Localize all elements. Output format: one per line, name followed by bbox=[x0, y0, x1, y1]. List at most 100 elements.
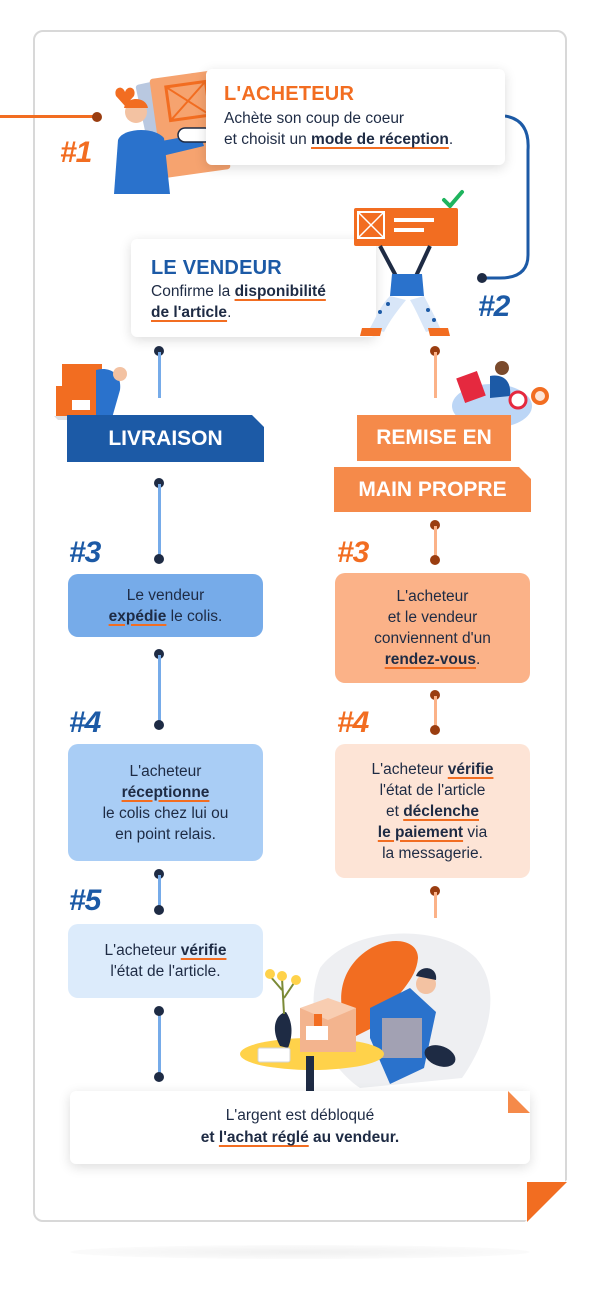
right-step4-emphasis3: le paiement bbox=[377, 823, 464, 841]
right-line-2 bbox=[434, 526, 437, 556]
step2-line2: de l'article. bbox=[151, 302, 376, 323]
right-dot-2 bbox=[430, 520, 440, 530]
livraison-banner: LIVRAISON bbox=[67, 415, 264, 462]
step1-line2-post: . bbox=[448, 131, 454, 148]
step1-line2: et choisit un mode de réception. bbox=[224, 129, 505, 150]
step2-text: Confirme la disponibilité de l'article. bbox=[151, 281, 376, 323]
step2-emphasis1: disponibilité bbox=[234, 283, 326, 300]
right-step3-line2: et le vendeur bbox=[387, 609, 478, 626]
step1-title: L'ACHETEUR bbox=[224, 83, 355, 105]
right-step4-pre: L'acheteur bbox=[371, 760, 448, 778]
step2-number: #2 bbox=[478, 290, 510, 323]
left-line-2 bbox=[158, 484, 161, 556]
step2-card: LE VENDEUR Confirme la disponibilité de … bbox=[131, 239, 376, 337]
step1-number: #1 bbox=[60, 136, 92, 169]
right-step4-emphasis2: déclenche bbox=[403, 802, 480, 820]
step1-card: L'ACHETEUR Achète son coup de coeur et c… bbox=[206, 69, 505, 165]
right-step3-emphasis: rendez-vous bbox=[384, 651, 476, 668]
left-step3-line2: expédie le colis. bbox=[68, 606, 263, 627]
right-step4-line1: L'acheteur vérifie bbox=[335, 759, 530, 780]
final-line2-post: au vendeur. bbox=[308, 1129, 400, 1146]
right-dot-5 bbox=[430, 725, 440, 735]
livraison-banner-fold bbox=[252, 415, 264, 427]
step2-emphasis2: de l'article bbox=[151, 304, 228, 321]
seller-holding-package-illustration bbox=[354, 190, 464, 336]
folded-corner-icon bbox=[525, 1180, 567, 1222]
step1-text: Achète son coup de coeur et choisit un m… bbox=[224, 108, 505, 150]
left-step3-number: #3 bbox=[69, 536, 101, 569]
left-dot-2 bbox=[154, 478, 164, 488]
left-step5-line1: L'acheteur vérifie bbox=[68, 940, 263, 961]
left-step5-pre: L'acheteur bbox=[104, 942, 181, 959]
right-step3-number: #3 bbox=[337, 536, 369, 569]
left-dot-4 bbox=[154, 649, 164, 659]
connector-line-left bbox=[0, 115, 96, 118]
left-step3-post: le colis. bbox=[166, 607, 223, 625]
left-line-3 bbox=[158, 655, 161, 723]
left-line-5 bbox=[158, 1010, 161, 1076]
left-step3-line1: Le vendeur bbox=[126, 586, 205, 604]
remise-banner-fold bbox=[519, 467, 531, 479]
left-line-4 bbox=[158, 875, 161, 909]
shadow bbox=[70, 1245, 530, 1259]
right-step4-line5: la messagerie. bbox=[382, 844, 483, 862]
right-dot-4 bbox=[430, 690, 440, 700]
left-step4-line1: L'acheteur bbox=[129, 762, 202, 780]
right-step3-line3: conviennent d'un bbox=[374, 630, 491, 647]
step1-line2-pre: et choisit un bbox=[224, 131, 312, 148]
left-step4-line3: le colis chez lui ou bbox=[102, 804, 229, 822]
step1-line1: Achète son coup de coeur bbox=[224, 110, 405, 127]
right-step3-line1: L'acheteur bbox=[396, 588, 469, 605]
step2-line1-pre: Confirme la bbox=[151, 283, 235, 300]
left-step4-number: #4 bbox=[69, 706, 101, 739]
left-dot-1 bbox=[154, 346, 164, 356]
left-step3-box: Le vendeur expédie le colis. bbox=[68, 574, 263, 637]
left-dot-6 bbox=[154, 869, 164, 879]
step2-line1: Confirme la disponibilité bbox=[151, 281, 376, 302]
connector-dot bbox=[92, 112, 102, 122]
right-line-4 bbox=[434, 892, 437, 918]
right-step3-line4: rendez-vous. bbox=[335, 649, 530, 670]
left-step5-line2: l'état de l'article. bbox=[110, 963, 221, 980]
left-step4-line4: en point relais. bbox=[115, 825, 216, 843]
left-dot-9 bbox=[154, 1072, 164, 1082]
right-step3-post: . bbox=[476, 651, 481, 668]
right-line-3 bbox=[434, 696, 437, 726]
right-step4-line3-pre: et bbox=[385, 802, 404, 820]
right-dot-3 bbox=[430, 555, 440, 565]
final-emphasis: l'achat réglé bbox=[218, 1129, 309, 1146]
final-card-corner-icon bbox=[508, 1091, 530, 1113]
left-dot-8 bbox=[154, 1006, 164, 1016]
right-step4-emphasis1: vérifie bbox=[447, 760, 494, 778]
right-step3-box: L'acheteur et le vendeur conviennent d'u… bbox=[335, 573, 530, 683]
right-step4-line3: et déclenche bbox=[335, 801, 530, 822]
unboxing-scene-illustration bbox=[240, 933, 491, 1092]
left-line-1 bbox=[158, 352, 161, 398]
final-line1: L'argent est débloqué bbox=[225, 1107, 375, 1124]
final-card: L'argent est débloqué et l'achat réglé a… bbox=[70, 1091, 530, 1164]
right-step4-box: L'acheteur vérifie l'état de l'article e… bbox=[335, 744, 530, 878]
right-step4-line2: l'état de l'article bbox=[379, 781, 486, 799]
left-step3-emphasis: expédie bbox=[108, 607, 167, 625]
remise-banner-line1: REMISE EN bbox=[357, 415, 511, 461]
left-step4-box: L'acheteur réceptionne le colis chez lui… bbox=[68, 744, 263, 861]
right-step4-number: #4 bbox=[337, 706, 369, 739]
left-step4-emphasis: réceptionne bbox=[121, 783, 210, 801]
left-step5-number: #5 bbox=[69, 884, 101, 917]
step2-title: LE VENDEUR bbox=[151, 257, 282, 279]
right-dot-1 bbox=[430, 346, 440, 356]
left-step4-line2: réceptionne bbox=[68, 782, 263, 803]
right-step4-line4-post: via bbox=[463, 823, 488, 841]
right-dot-6 bbox=[430, 886, 440, 896]
left-dot-3 bbox=[154, 554, 164, 564]
final-line2-pre: et bbox=[200, 1129, 219, 1146]
step2-line2-post: . bbox=[227, 304, 232, 321]
connector-curve bbox=[477, 114, 530, 283]
left-dot-7 bbox=[154, 905, 164, 915]
final-line2: et l'achat réglé au vendeur. bbox=[70, 1127, 530, 1149]
left-dot-5 bbox=[154, 720, 164, 730]
right-line-1 bbox=[434, 352, 437, 398]
left-step5-emphasis: vérifie bbox=[180, 942, 227, 959]
remise-banner-line2: MAIN PROPRE bbox=[334, 467, 531, 512]
step1-emphasis: mode de réception bbox=[311, 131, 449, 148]
